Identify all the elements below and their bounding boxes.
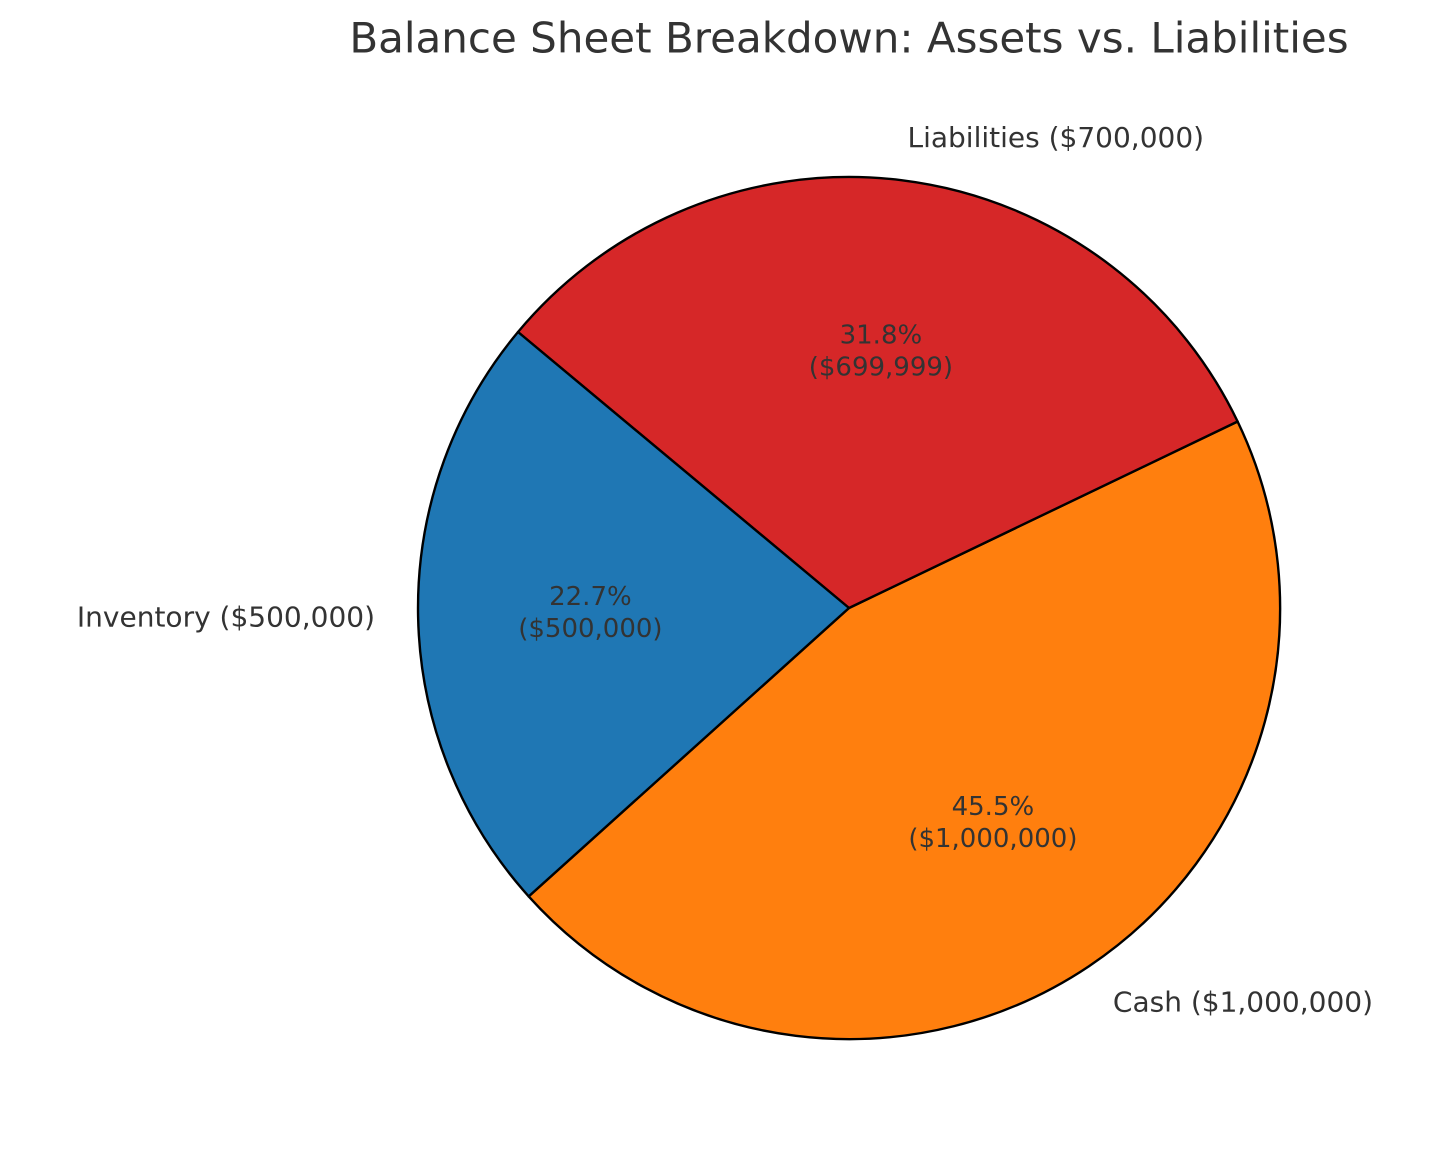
pie-autopct-pct-inventory: 22.7% (549, 582, 632, 612)
pie-label-inventory: Inventory ($500,000) (77, 601, 375, 634)
pie-autopct-pct-cash: 45.5% (952, 792, 1035, 822)
pie-autopct-value-liabilities: ($699,999) (809, 352, 953, 382)
pie-autopct-pct-liabilities: 31.8% (840, 320, 923, 350)
pie-autopct-value-cash: ($1,000,000) (908, 824, 1077, 854)
chart-title: Balance Sheet Breakdown: Assets vs. Liab… (349, 14, 1348, 63)
pie-slice-inventory (416, 330, 851, 898)
pie-label-liabilities: Liabilities ($700,000) (908, 121, 1205, 154)
pie-slice-liabilities (516, 175, 1239, 610)
pie-label-cash: Cash ($1,000,000) (1113, 985, 1373, 1018)
pie-autopct-value-inventory: ($500,000) (518, 614, 662, 644)
pie-slice-cash (527, 420, 1282, 1041)
